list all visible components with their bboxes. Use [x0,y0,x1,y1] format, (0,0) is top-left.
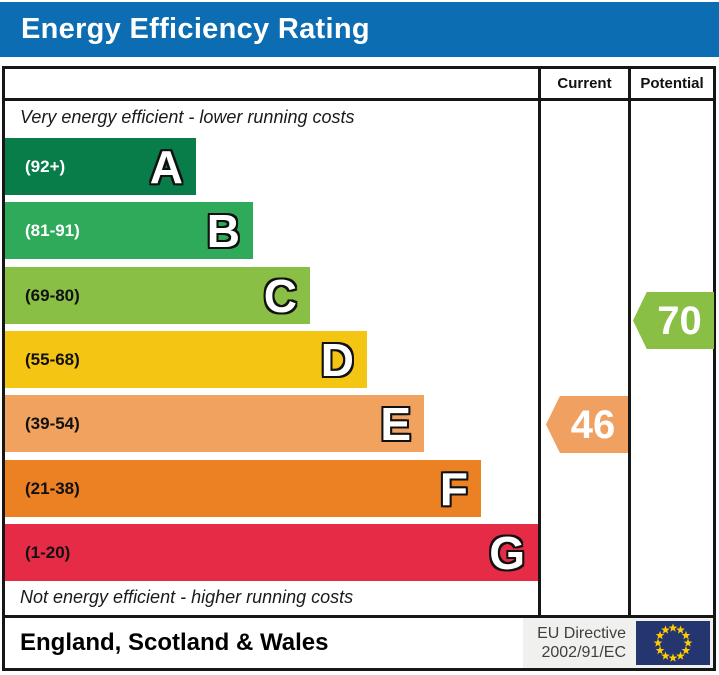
eu-flag-icon [636,621,710,665]
band-row: (1-20) G [5,524,538,581]
column-header-potential: Potential [640,75,704,92]
band-row: (81-91) B [5,202,253,259]
band-range-label: (55-68) [25,349,80,369]
current-column-border [538,69,541,615]
eu-directive-line2: 2002/91/EC [541,644,626,661]
caption-top: Very energy efficient - lower running co… [20,107,355,127]
band-range-label: (39-54) [25,413,80,433]
footer: England, Scotland & Wales EU Directive 2… [2,615,716,671]
band-letter: D [320,333,354,386]
band-letter: F [439,462,468,515]
band-row: (69-80) C [5,267,310,324]
column-header-current: Current [557,75,612,92]
band-row: (92+) A [5,138,196,195]
band-range-label: (92+) [25,156,66,176]
band-letter: B [206,204,240,257]
band-range-label: (81-91) [25,220,80,240]
page-title: Energy Efficiency Rating [21,13,370,45]
eu-directive-line1: EU Directive [537,625,626,642]
band-range-label: (69-80) [25,285,80,305]
band-row: (21-38) F [5,460,481,517]
rating-table: Current Potential Very energy efficient … [2,66,716,618]
band-letter: G [489,526,525,579]
potential-rating-value: 70 [657,298,702,343]
footer-right-panel: EU Directive 2002/91/EC [523,618,713,668]
band-row: (39-54) E [5,395,424,452]
potential-column-border [628,69,631,615]
caption-bottom: Not energy efficient - higher running co… [20,587,354,607]
band-range-label: (1-20) [25,542,71,562]
eu-directive-label: EU Directive 2002/91/EC [537,624,626,662]
band-row: (55-68) D [5,331,367,388]
region-label: England, Scotland & Wales [20,629,329,656]
title-bar: Energy Efficiency Rating [0,2,719,57]
potential-rating-arrow: 70 [633,292,714,349]
band-letter: C [263,269,297,322]
band-letter: E [380,397,411,450]
current-rating-arrow: 46 [546,396,628,453]
current-rating-value: 46 [570,402,616,447]
band-letter: A [149,140,183,193]
band-range-label: (21-38) [25,478,80,498]
header-divider [5,98,713,101]
